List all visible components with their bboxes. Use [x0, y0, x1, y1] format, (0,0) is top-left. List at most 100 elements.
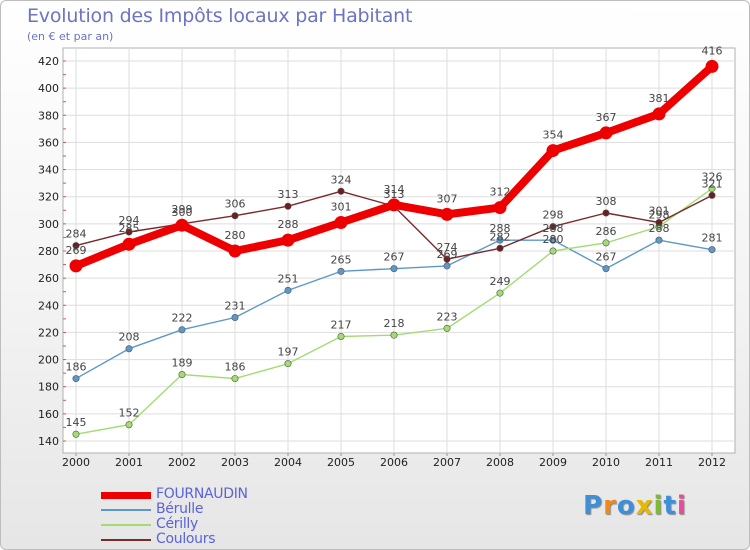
logo-letter: P: [583, 491, 604, 521]
x-tick-label: 2005: [327, 456, 355, 469]
data-point-cerilly: [496, 289, 504, 297]
data-label-coulours: 301: [649, 205, 670, 218]
data-label-cerilly: 189: [172, 357, 193, 370]
data-point-berulle: [390, 265, 398, 273]
data-point-coulours: [496, 244, 504, 252]
data-point-coulours: [284, 202, 292, 210]
data-label-coulours: 284: [66, 228, 87, 241]
data-point-berulle: [178, 326, 186, 334]
data-label-coulours: 313: [384, 188, 405, 201]
data-label-berulle: 267: [384, 251, 405, 264]
data-label-berulle: 288: [543, 222, 564, 235]
data-label-fournaudin: 312: [490, 186, 511, 199]
y-tick-label: 280: [38, 245, 59, 258]
x-tick-label: 2003: [221, 456, 249, 469]
data-label-berulle: 231: [225, 300, 246, 313]
data-label-berulle: 208: [119, 331, 140, 344]
data-label-fournaudin: 367: [596, 111, 617, 124]
legend-swatch-berulle: [101, 509, 151, 511]
data-label-fournaudin: 301: [331, 201, 352, 214]
data-label-coulours: 306: [225, 198, 246, 211]
data-point-berulle: [284, 286, 292, 294]
data-label-cerilly: 280: [543, 233, 564, 246]
data-point-fournaudin: [334, 216, 348, 229]
data-point-berulle: [337, 267, 345, 275]
y-tick-label: 380: [38, 109, 59, 122]
y-tick-label: 420: [38, 55, 59, 68]
data-point-fournaudin: [175, 218, 189, 232]
data-point-cerilly: [125, 421, 133, 429]
y-tick-label: 320: [38, 191, 59, 204]
y-tick-label: 140: [38, 435, 59, 448]
data-point-coulours: [655, 219, 663, 227]
data-label-cerilly: 223: [437, 310, 458, 323]
data-point-berulle: [72, 375, 80, 383]
data-point-cerilly: [178, 370, 186, 378]
data-label-cerilly: 286: [596, 225, 617, 238]
data-point-cerilly: [337, 332, 345, 340]
data-label-fournaudin: 288: [278, 218, 299, 231]
x-tick-label: 2007: [433, 456, 461, 469]
logo-letter: t: [663, 491, 677, 521]
data-label-coulours: 321: [702, 177, 723, 190]
data-label-coulours: 308: [596, 195, 617, 208]
chart-subtitle: (en € et par an): [27, 30, 114, 43]
data-point-fournaudin: [546, 144, 560, 158]
x-tick-label: 2010: [592, 456, 620, 469]
data-label-berulle: 288: [490, 222, 511, 235]
data-point-berulle: [708, 246, 716, 254]
data-label-fournaudin: 416: [702, 44, 723, 57]
data-point-fournaudin: [228, 244, 242, 258]
data-point-berulle: [655, 236, 663, 244]
data-point-coulours: [602, 209, 610, 217]
x-tick-label: 2008: [486, 456, 514, 469]
data-label-coulours: 300: [172, 206, 193, 219]
logo-letter: o: [616, 491, 636, 521]
data-point-coulours: [72, 242, 80, 250]
proxiti-logo: Proxiti: [583, 491, 687, 521]
y-tick-label: 400: [38, 82, 59, 95]
data-label-cerilly: 218: [384, 317, 405, 330]
data-point-fournaudin: [652, 107, 666, 121]
data-label-fournaudin: 280: [225, 229, 246, 242]
logo-letter: x: [635, 491, 654, 521]
data-label-fournaudin: 269: [66, 244, 87, 257]
y-tick-label: 200: [38, 354, 59, 367]
data-label-berulle: 265: [331, 253, 352, 266]
legend-label-coulours: Coulours: [156, 531, 216, 547]
chart-title: Evolution des Impôts locaux par Habitant: [27, 5, 413, 27]
data-point-cerilly: [72, 430, 80, 438]
logo-letter: i: [653, 491, 664, 521]
data-label-fournaudin: 354: [543, 129, 564, 142]
data-point-fournaudin: [387, 198, 401, 212]
logo-letter: r: [603, 491, 617, 521]
data-point-cerilly: [390, 331, 398, 339]
data-point-coulours: [708, 191, 716, 199]
data-point-berulle: [602, 265, 610, 273]
y-tick-label: 180: [38, 381, 59, 394]
data-label-berulle: 222: [172, 312, 193, 325]
data-label-cerilly: 298: [649, 209, 670, 222]
data-point-cerilly: [284, 360, 292, 368]
y-tick-label: 220: [38, 326, 59, 339]
data-point-fournaudin: [599, 126, 613, 140]
legend-swatch-fournaudin: [101, 492, 151, 499]
y-tick-label: 160: [38, 408, 59, 421]
y-tick-label: 240: [38, 299, 59, 312]
data-label-coulours: 274: [437, 241, 458, 254]
y-tick-label: 340: [38, 164, 59, 177]
data-label-coulours: 294: [119, 214, 140, 227]
data-point-cerilly: [602, 239, 610, 247]
x-tick-label: 2006: [380, 456, 408, 469]
data-point-cerilly: [231, 375, 239, 383]
x-tick-label: 2011: [645, 456, 673, 469]
x-tick-label: 2009: [539, 456, 567, 469]
x-tick-label: 2001: [115, 456, 143, 469]
data-point-berulle: [231, 313, 239, 321]
y-tick-label: 260: [38, 272, 59, 285]
data-point-fournaudin: [440, 207, 454, 221]
data-label-coulours: 313: [278, 188, 299, 201]
data-label-coulours: 298: [543, 209, 564, 222]
